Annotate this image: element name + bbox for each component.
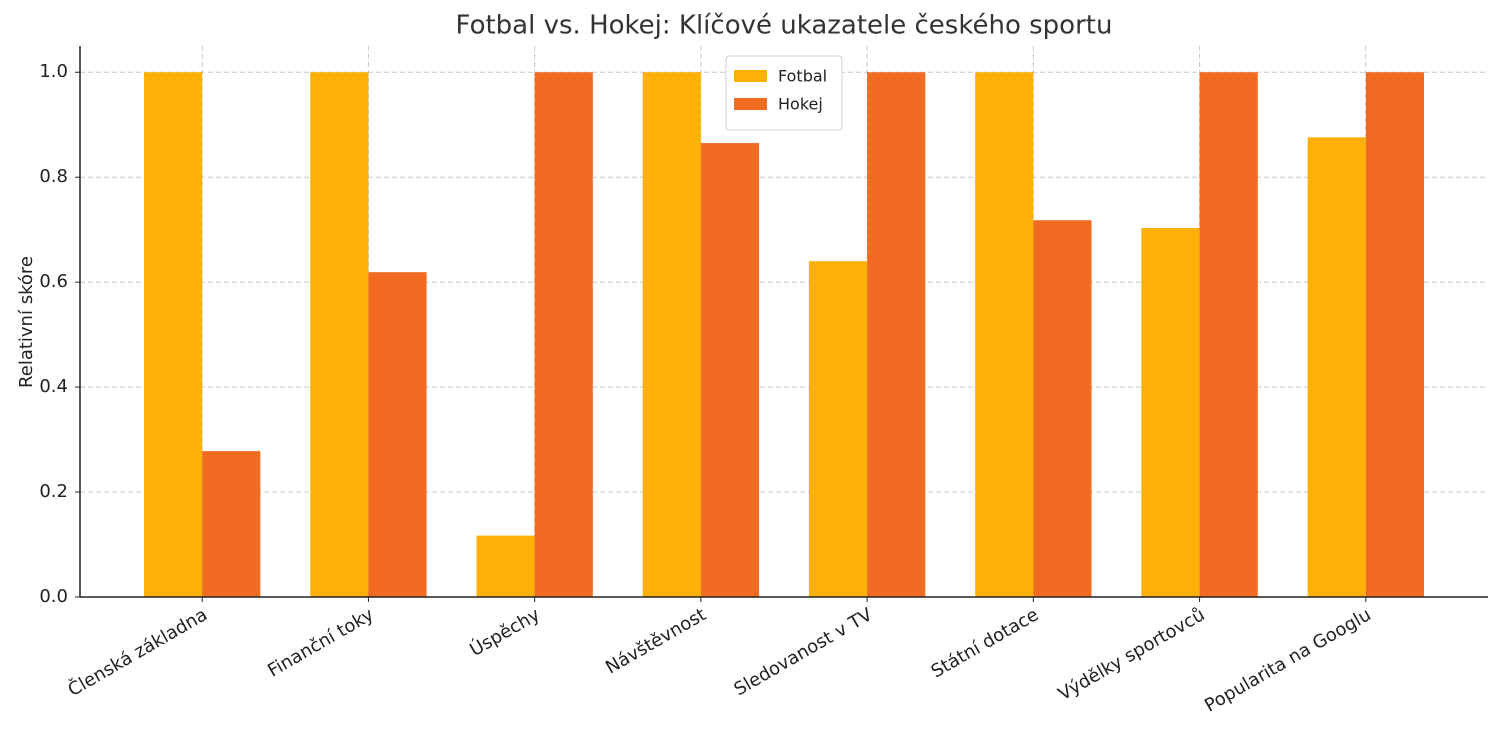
bar: [1365, 72, 1424, 597]
x-tick-label: Sledovanost v TV: [731, 604, 877, 700]
x-tick-label: Úspěchy: [466, 603, 544, 661]
x-tick-label: Finanční toky: [264, 604, 377, 682]
bar: [867, 72, 926, 597]
bar: [975, 72, 1034, 597]
x-tick-label: Popularita na Googlu: [1201, 604, 1375, 716]
bar: [476, 535, 535, 597]
x-tick-label: Členská základna: [64, 603, 211, 701]
y-axis-label: Relativní skóre: [16, 256, 37, 388]
bar: [202, 451, 261, 597]
bar: [700, 143, 760, 598]
bar: [1307, 137, 1366, 597]
y-tick-label: 0.4: [39, 376, 68, 397]
legend: Fotbal Hokej: [725, 55, 843, 131]
bar: [534, 72, 593, 597]
y-tick-label: 0.6: [39, 271, 68, 292]
x-tick-label: Výdělky sportovců: [1055, 604, 1209, 705]
y-tick-label: 0.8: [39, 166, 68, 187]
x-tick-label: Státní dotace: [928, 604, 1043, 682]
legend-label: Fotbal: [778, 67, 827, 86]
legend-swatch: [734, 98, 767, 110]
bar: [310, 72, 369, 597]
bar: [1141, 228, 1200, 597]
bar: [808, 261, 868, 597]
bar: [144, 72, 203, 597]
legend-swatch: [734, 70, 767, 82]
y-tick-label: 0.2: [39, 481, 68, 502]
legend-label: Hokej: [778, 95, 823, 114]
bar: [368, 272, 427, 597]
bar: [1033, 220, 1092, 597]
bar: [1199, 72, 1258, 597]
y-tick-label: 1.0: [39, 61, 68, 82]
y-tick-label: 0.0: [39, 586, 68, 607]
x-tick-label: Návštěvnost: [602, 604, 710, 678]
chart-title: Fotbal vs. Hokej: Klíčové ukazatele česk…: [456, 11, 1113, 41]
bar: [642, 72, 701, 597]
